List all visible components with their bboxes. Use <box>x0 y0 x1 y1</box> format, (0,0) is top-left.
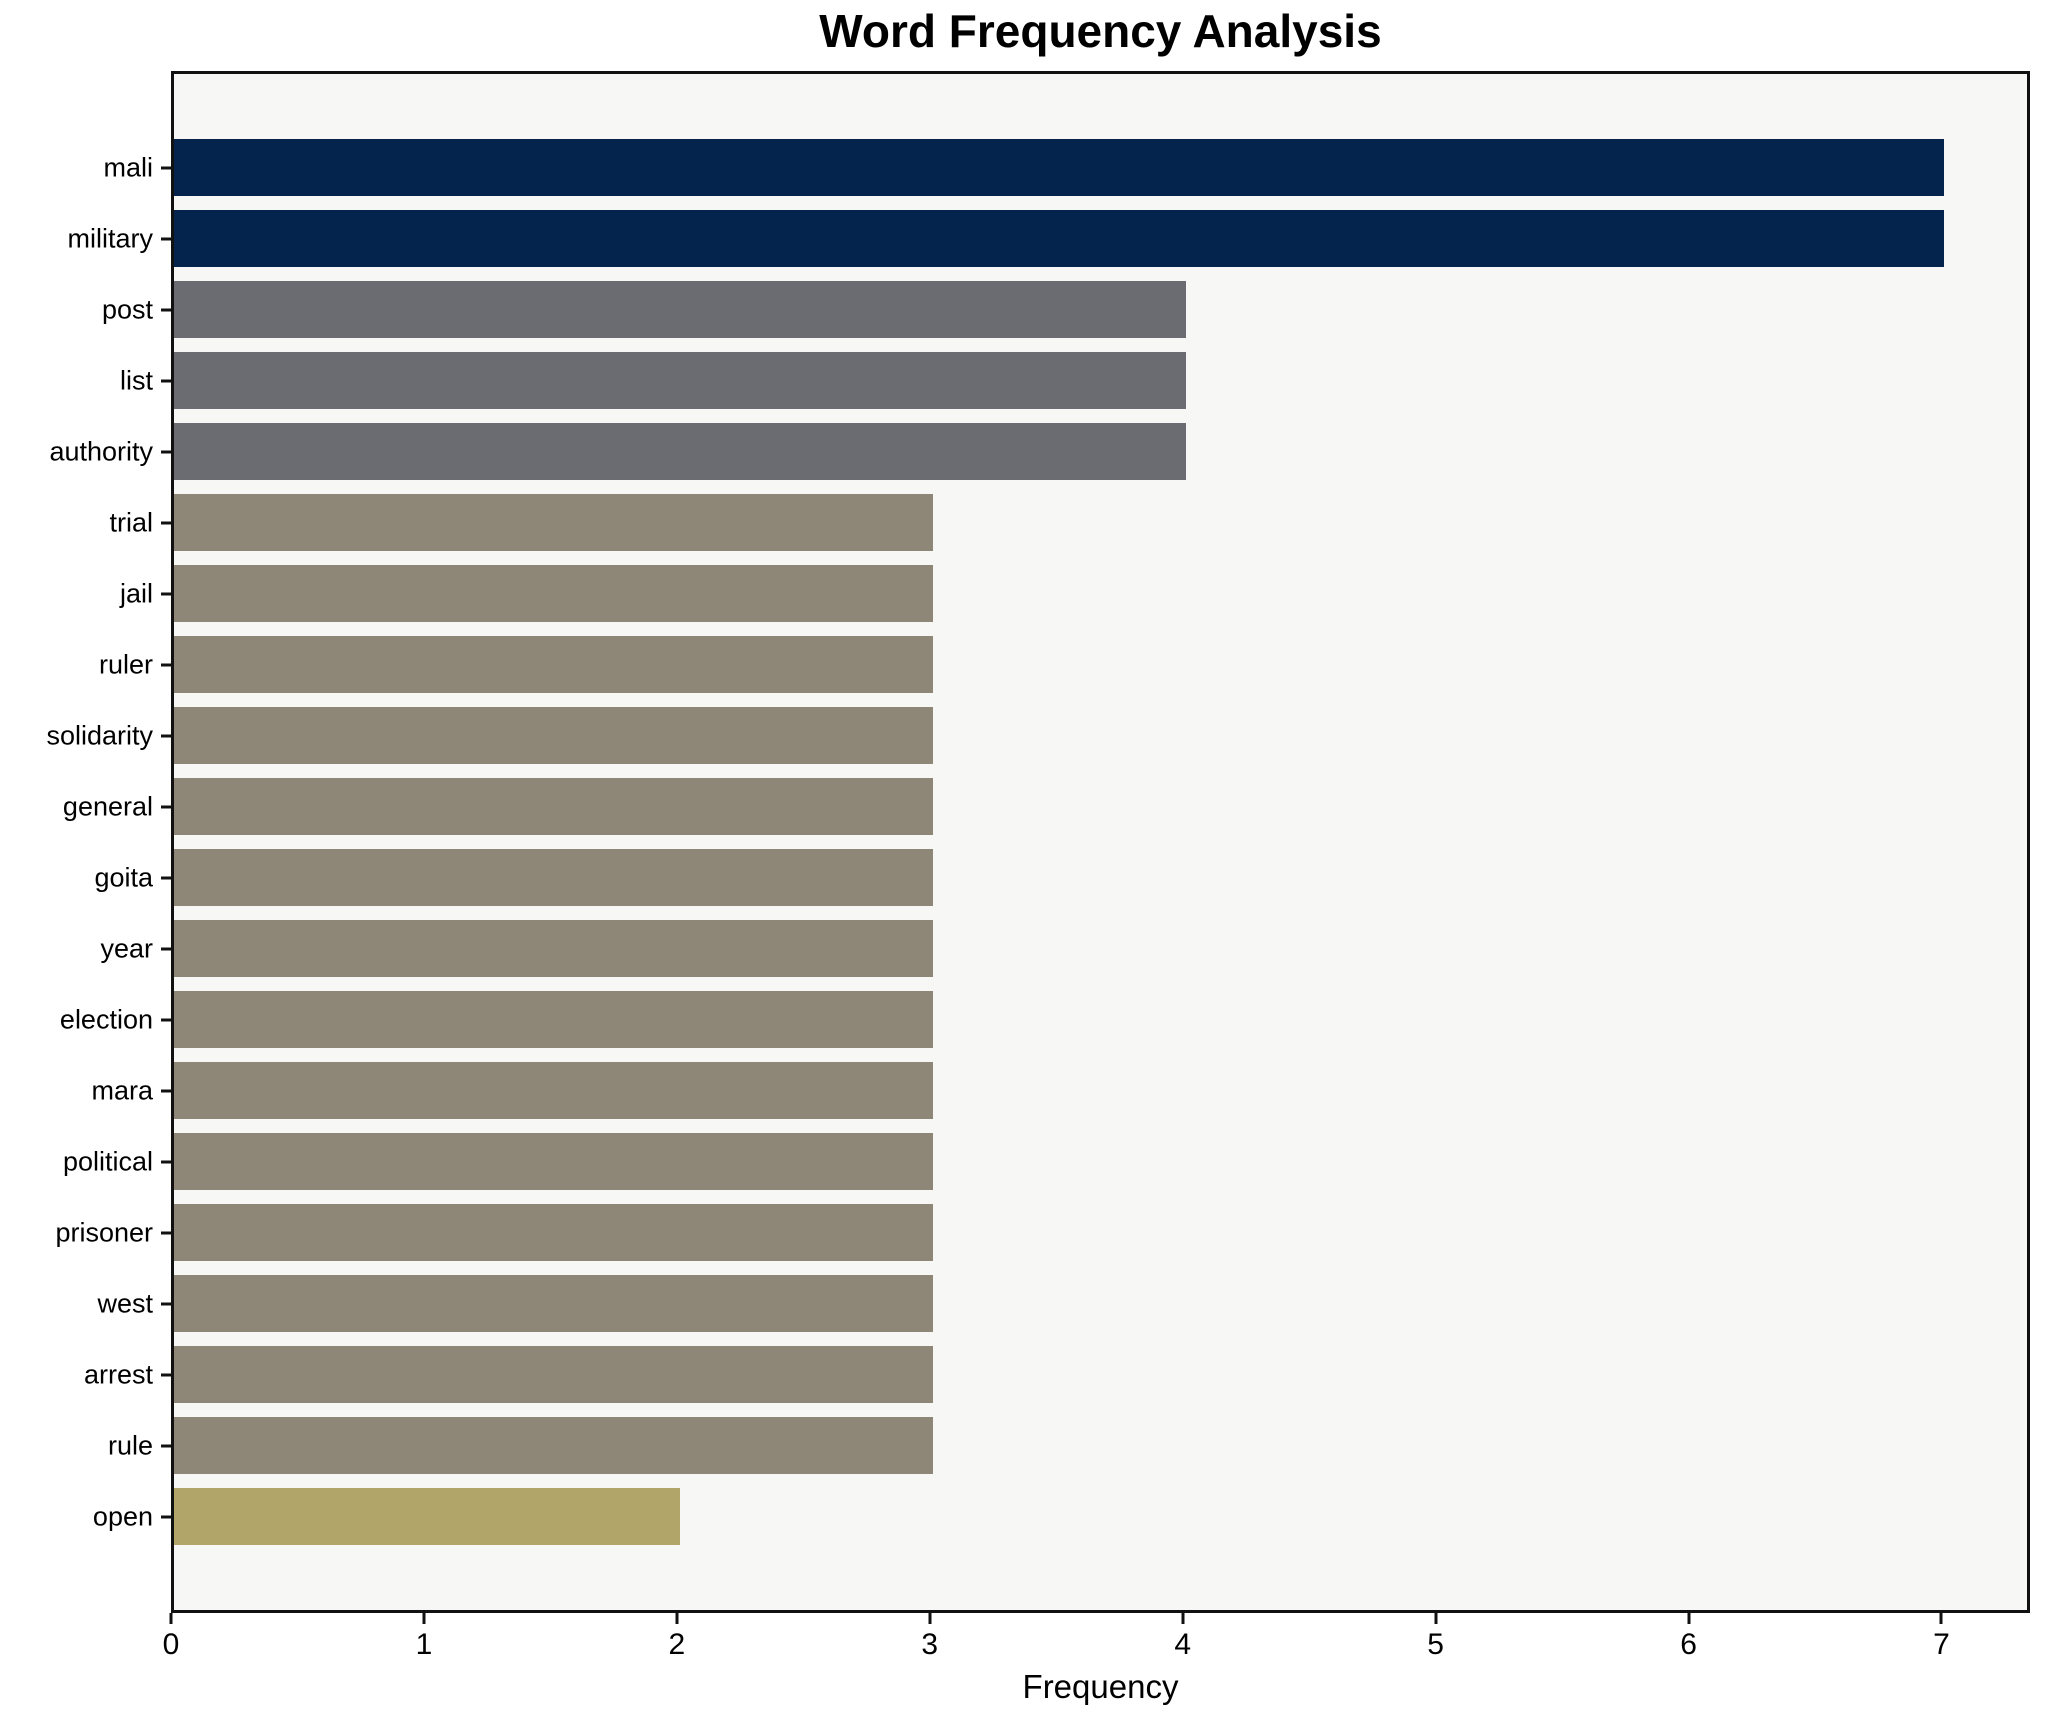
y-tick-label-prisoner: prisoner <box>55 1217 153 1247</box>
bar-general <box>174 778 933 835</box>
y-tick-mark <box>161 876 171 879</box>
y-tick-label-political: political <box>62 1146 153 1176</box>
y-tick-label-list: list <box>120 365 153 395</box>
y-tick-mark <box>161 663 171 666</box>
bar-political <box>174 1133 933 1190</box>
x-tick-mark <box>169 1613 173 1624</box>
y-tick-label-year: year <box>100 933 153 963</box>
bar-election <box>174 991 933 1048</box>
y-tick-label-west: west <box>97 1288 153 1318</box>
bar-ruler <box>174 636 933 693</box>
bar-arrest <box>174 1346 933 1403</box>
y-tick-label-mali: mali <box>103 152 153 182</box>
chart-title: Word Frequency Analysis <box>819 5 1382 57</box>
x-tick-mark <box>1687 1613 1691 1624</box>
y-tick-mark <box>161 1231 171 1234</box>
x-tick-label-5: 5 <box>1427 1628 1444 1661</box>
y-tick-label-trial: trial <box>109 507 153 537</box>
x-tick-mark <box>675 1613 679 1624</box>
x-axis-label: Frequency <box>1022 1668 1179 1705</box>
x-tick-mark <box>1939 1613 1943 1624</box>
bar-mali <box>174 139 1945 196</box>
y-tick-mark <box>161 1515 171 1518</box>
bar-solidarity <box>174 707 933 764</box>
y-tick-mark <box>161 1089 171 1092</box>
x-tick-mark <box>422 1613 426 1624</box>
bar-authority <box>174 423 1186 480</box>
x-tick-label-0: 0 <box>162 1628 180 1661</box>
y-tick-label-mara: mara <box>91 1075 153 1105</box>
y-tick-label-jail: jail <box>119 578 153 608</box>
y-tick-label-ruler: ruler <box>98 649 153 679</box>
y-tick-label-goita: goita <box>94 862 153 892</box>
y-tick-mark <box>161 1444 171 1447</box>
bar-military <box>174 210 1945 267</box>
bar-goita <box>174 849 933 906</box>
x-tick-mark <box>928 1613 932 1624</box>
bar-open <box>174 1488 680 1545</box>
y-tick-mark <box>161 947 171 950</box>
bar-year <box>174 920 933 977</box>
y-tick-mark <box>161 1302 171 1305</box>
bar-post <box>174 281 1186 338</box>
y-tick-mark <box>161 166 171 169</box>
y-tick-label-solidarity: solidarity <box>46 720 153 750</box>
y-tick-mark <box>161 592 171 595</box>
y-tick-mark <box>161 521 171 524</box>
y-tick-mark <box>161 379 171 382</box>
bar-mara <box>174 1062 933 1119</box>
bar-rule <box>174 1417 933 1474</box>
y-tick-label-post: post <box>101 294 153 324</box>
y-tick-label-open: open <box>92 1501 153 1531</box>
y-tick-label-authority: authority <box>49 436 153 466</box>
y-tick-mark <box>161 237 171 240</box>
y-tick-mark <box>161 308 171 311</box>
x-tick-mark <box>1434 1613 1438 1624</box>
bar-list <box>174 352 1186 409</box>
y-tick-mark <box>161 734 171 737</box>
y-tick-label-election: election <box>59 1004 153 1034</box>
bar-jail <box>174 565 933 622</box>
plot-area <box>171 71 2030 1613</box>
y-tick-label-general: general <box>62 791 153 821</box>
y-tick-label-military: military <box>67 223 154 253</box>
y-tick-mark <box>161 450 171 453</box>
y-tick-mark <box>161 805 171 808</box>
y-tick-mark <box>161 1018 171 1021</box>
y-tick-label-rule: rule <box>107 1430 153 1460</box>
bar-west <box>174 1275 933 1332</box>
x-tick-label-3: 3 <box>921 1628 939 1661</box>
x-tick-label-6: 6 <box>1680 1628 1697 1661</box>
x-tick-label-7: 7 <box>1933 1628 1950 1661</box>
bar-trial <box>174 494 933 551</box>
y-tick-label-arrest: arrest <box>83 1359 153 1389</box>
y-tick-mark <box>161 1373 171 1376</box>
x-tick-label-1: 1 <box>415 1628 433 1661</box>
x-tick-mark <box>1181 1613 1185 1624</box>
y-tick-mark <box>161 1160 171 1163</box>
x-tick-label-2: 2 <box>668 1628 686 1661</box>
x-tick-label-4: 4 <box>1174 1628 1192 1661</box>
bar-prisoner <box>174 1204 933 1261</box>
